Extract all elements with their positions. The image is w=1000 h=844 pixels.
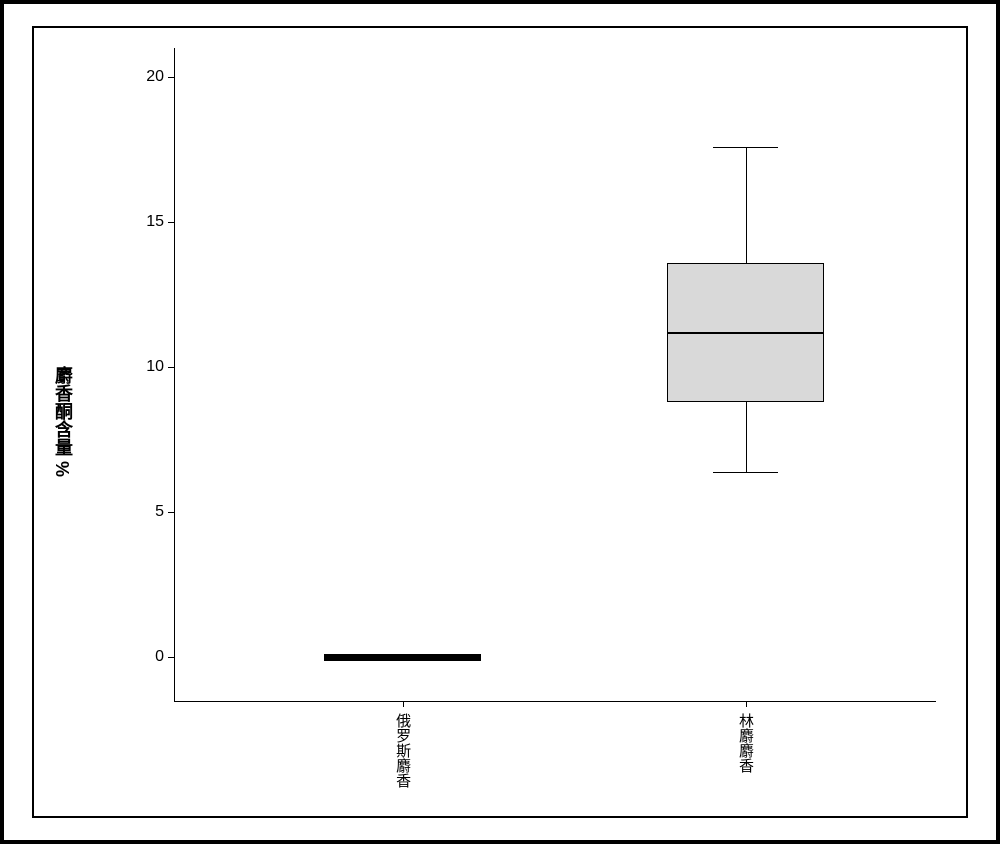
y-tick: [168, 367, 174, 368]
y-axis-label-pct: %: [54, 460, 72, 478]
x-tick: [403, 701, 404, 707]
whisker-upper: [746, 147, 747, 263]
x-axis-line: [174, 701, 936, 702]
y-tick-label: 20: [146, 68, 164, 86]
median-line: [667, 332, 823, 334]
x-tick: [746, 701, 747, 707]
y-axis-line: [174, 48, 175, 701]
y-tick-label: 15: [146, 213, 164, 231]
y-tick: [168, 77, 174, 78]
y-tick-label: 10: [146, 358, 164, 376]
box-collapsed: [324, 654, 480, 661]
y-tick-label: 5: [155, 503, 164, 521]
x-category-label: 俄罗斯麝香: [395, 713, 410, 788]
whisker-cap-lower: [713, 472, 778, 473]
whisker-cap-upper: [713, 147, 778, 148]
outer-frame: 麝香酮含量 % 0 5 10 15 20 俄罗斯麝香 林麝麝香: [0, 0, 1000, 844]
y-tick-label: 0: [155, 648, 164, 666]
y-axis-label: 麝香酮含量 %: [54, 366, 72, 478]
y-tick: [168, 512, 174, 513]
whisker-lower: [746, 402, 747, 472]
y-tick: [168, 657, 174, 658]
plot-area: [174, 48, 936, 701]
x-category-label: 林麝麝香: [738, 713, 753, 773]
inner-frame: 麝香酮含量 % 0 5 10 15 20 俄罗斯麝香 林麝麝香: [32, 26, 968, 818]
y-tick: [168, 222, 174, 223]
y-axis-label-cjk: 麝香酮含量: [54, 366, 72, 456]
